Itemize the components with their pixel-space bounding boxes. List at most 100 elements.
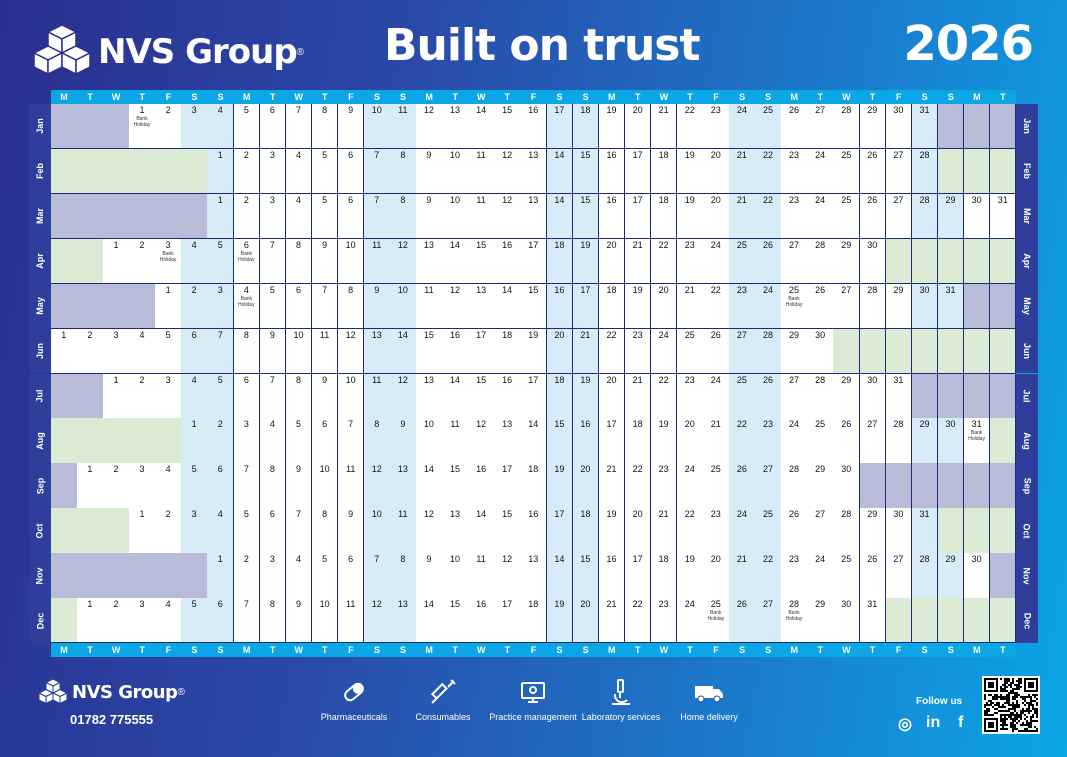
weekday-letter: W bbox=[842, 92, 851, 102]
facebook-icon[interactable]: f bbox=[958, 714, 964, 731]
day-cell: 27 bbox=[781, 373, 808, 419]
day-number: 9 bbox=[296, 599, 302, 610]
weekday-letter: T bbox=[1000, 92, 1006, 102]
service-pharmaceuticals[interactable]: Pharmaceuticals bbox=[309, 678, 399, 722]
service-practice-management[interactable]: Practice management bbox=[488, 678, 578, 722]
instagram-icon[interactable]: ◎ bbox=[898, 716, 912, 733]
day-cell: 2 bbox=[77, 328, 104, 374]
day-number: 19 bbox=[580, 374, 591, 385]
day-number: 18 bbox=[580, 105, 591, 115]
day-number: 22 bbox=[736, 419, 747, 430]
day-number: 28 bbox=[815, 239, 826, 250]
day-number: 20 bbox=[580, 599, 591, 610]
empty-cell bbox=[963, 328, 991, 374]
day-number: 25 bbox=[841, 149, 852, 160]
day-cell: 16 bbox=[494, 238, 521, 285]
day-number: 29 bbox=[919, 419, 930, 430]
day-cell: 3 bbox=[129, 598, 156, 644]
day-number: 5 bbox=[296, 419, 302, 430]
month-label-jan: Jan bbox=[1016, 104, 1038, 149]
day-cell: 21 bbox=[729, 148, 756, 195]
weekday-letter: F bbox=[165, 92, 172, 102]
day-number: 7 bbox=[374, 149, 380, 160]
day-number: 31 bbox=[997, 194, 1008, 205]
day-cell: 3 bbox=[155, 373, 182, 419]
qr-code[interactable] bbox=[982, 676, 1040, 734]
day-number: 11 bbox=[450, 419, 460, 430]
day-cell: 29 bbox=[885, 283, 913, 330]
empty-cell bbox=[51, 193, 78, 240]
day-number: 2 bbox=[243, 554, 249, 565]
weekday-letter: T bbox=[322, 92, 328, 102]
day-number: 18 bbox=[658, 149, 669, 160]
day-cell: 10 bbox=[363, 104, 391, 150]
weekday-letter: F bbox=[713, 92, 719, 102]
day-cell: 1 bbox=[51, 328, 78, 374]
day-cell: 26 bbox=[807, 283, 834, 330]
bank-holiday-note: Bank Holiday bbox=[968, 430, 985, 443]
service-laboratory[interactable]: Laboratory services bbox=[576, 678, 666, 722]
day-cell: 12 bbox=[416, 104, 443, 150]
empty-cell bbox=[103, 553, 130, 599]
service-label: Consumables bbox=[415, 712, 471, 722]
phone-number[interactable]: 01782 775555 bbox=[70, 712, 154, 727]
day-number: 17 bbox=[528, 239, 539, 250]
day-number: 20 bbox=[606, 374, 617, 385]
day-cell: 21 bbox=[703, 418, 730, 464]
day-number: 22 bbox=[684, 105, 695, 115]
day-number: 8 bbox=[269, 464, 275, 475]
day-number: 28 bbox=[841, 105, 852, 115]
service-home-delivery[interactable]: Home delivery bbox=[664, 678, 754, 722]
day-number: 1 bbox=[191, 419, 197, 430]
day-number: 21 bbox=[658, 509, 669, 520]
day-cell: 4 bbox=[155, 463, 182, 509]
day-number: 13 bbox=[528, 554, 539, 565]
weekday-letter: F bbox=[530, 645, 537, 655]
day-number: 16 bbox=[528, 105, 539, 115]
month-label-oct: Oct bbox=[29, 508, 51, 554]
day-number: 10 bbox=[449, 554, 460, 565]
day-cell: 24 bbox=[729, 508, 756, 554]
day-cell: 31 bbox=[937, 283, 965, 330]
linkedin-icon[interactable]: in bbox=[926, 714, 941, 731]
weekday-letter: T bbox=[269, 645, 276, 655]
day-cell: 13 bbox=[468, 283, 495, 330]
day-number: 6 bbox=[269, 105, 275, 115]
day-cell: 15 bbox=[572, 193, 600, 240]
day-number: 21 bbox=[684, 284, 695, 295]
month-label-mar: Mar bbox=[29, 193, 51, 239]
day-number: 25 bbox=[789, 284, 800, 295]
day-cell: 18 bbox=[650, 148, 678, 195]
day-number: 7 bbox=[374, 554, 380, 565]
weekday-letter: T bbox=[452, 92, 458, 102]
day-number: 10 bbox=[423, 419, 434, 430]
day-number: 25 bbox=[762, 105, 773, 115]
day-cell: 12 bbox=[442, 283, 469, 330]
day-cell: 11 bbox=[363, 238, 391, 285]
day-number: 31 bbox=[867, 599, 878, 610]
day-cell: 21 bbox=[650, 104, 678, 150]
weekday-letter: S bbox=[373, 92, 380, 102]
day-number: 9 bbox=[426, 194, 432, 205]
day-number: 29 bbox=[945, 554, 956, 565]
day-number: 18 bbox=[554, 239, 565, 250]
day-number: 24 bbox=[684, 599, 695, 610]
day-cell: 22 bbox=[755, 553, 782, 599]
day-number: 25 bbox=[736, 239, 747, 250]
day-cell: 12 bbox=[337, 328, 365, 374]
day-cell: 23 bbox=[650, 463, 678, 509]
day-cell: 27 bbox=[885, 193, 913, 240]
day-number: 3 bbox=[113, 329, 119, 340]
service-consumables[interactable]: Consumables bbox=[398, 678, 488, 722]
day-number: 2 bbox=[139, 374, 145, 385]
month-label-aug: Aug bbox=[1016, 418, 1038, 464]
weekday-letter: S bbox=[556, 92, 563, 102]
day-number: 27 bbox=[841, 284, 852, 295]
day-cell: 16 bbox=[468, 463, 495, 509]
day-number: 23 bbox=[684, 239, 695, 250]
day-number: 22 bbox=[632, 599, 643, 610]
day-cell: 26 bbox=[729, 598, 756, 644]
day-cell: 21 bbox=[650, 508, 678, 554]
day-number: 6 bbox=[243, 239, 249, 250]
